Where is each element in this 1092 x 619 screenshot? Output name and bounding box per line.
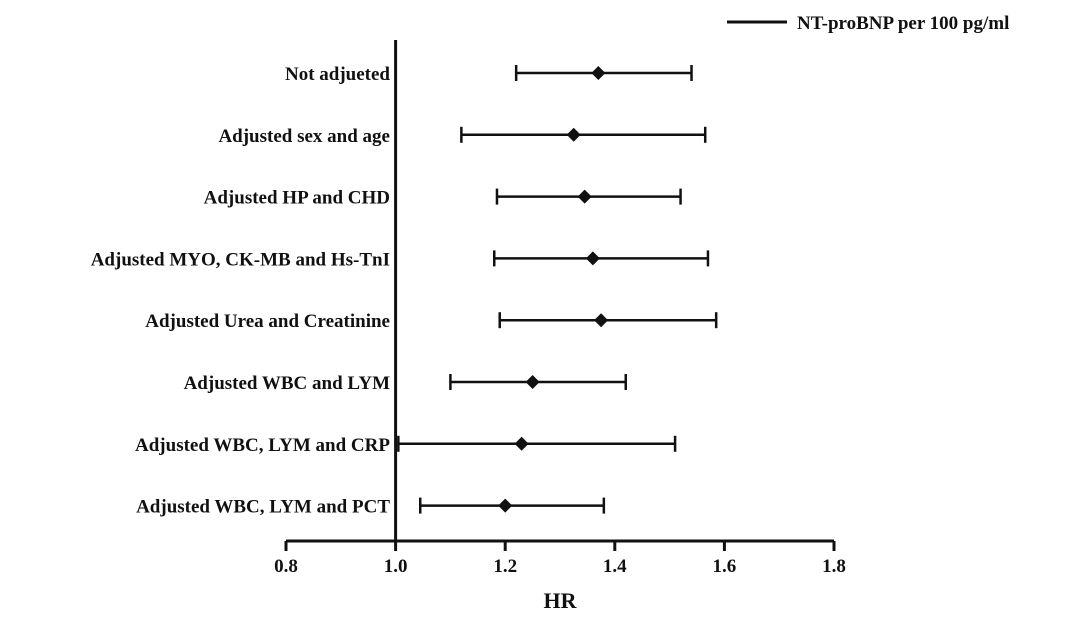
x-tick-label: 1.8 xyxy=(822,556,846,577)
category-label: Adjusted sex and age xyxy=(218,126,390,147)
hr-estimate-marker xyxy=(577,189,592,204)
x-tick-label: 1.2 xyxy=(493,556,517,577)
legend-label: NT-proBNP per 100 pg/ml xyxy=(797,13,1009,34)
x-axis: 0.8 1.0 1.2 1.4 1.6 1.8 xyxy=(274,539,846,577)
x-tick-label: 1.4 xyxy=(603,556,627,577)
x-tick-label: 1.0 xyxy=(384,556,408,577)
category-label: Not adjueted xyxy=(285,64,390,85)
category-label: Adjusted WBC, LYM and PCT xyxy=(136,497,390,518)
forest-rows: Not adjueted Adjusted sex and age Adjusted… xyxy=(91,64,718,518)
category-label: Adjusted WBC and LYM xyxy=(184,373,390,394)
category-label: Adjusted MYO, CK-MB and Hs-TnI xyxy=(91,249,390,270)
x-tick-label: 0.8 xyxy=(274,556,298,577)
hr-estimate-marker xyxy=(585,251,600,266)
category-label: Adjusted HP and CHD xyxy=(204,188,390,209)
hr-estimate-marker xyxy=(514,436,529,451)
hr-estimate-marker xyxy=(525,375,540,389)
hr-estimate-marker xyxy=(594,313,609,328)
hr-estimate-marker xyxy=(498,498,513,513)
category-label: Adjusted Urea and Creatinine xyxy=(145,311,390,332)
category-label: Adjusted WBC, LYM and CRP xyxy=(135,435,390,456)
hr-estimate-marker xyxy=(591,66,606,80)
x-tick-label: 1.6 xyxy=(713,556,737,577)
legend: NT-proBNP per 100 pg/ml xyxy=(727,13,1009,34)
x-axis-title: HR xyxy=(544,588,578,613)
hr-estimate-marker xyxy=(566,127,581,142)
